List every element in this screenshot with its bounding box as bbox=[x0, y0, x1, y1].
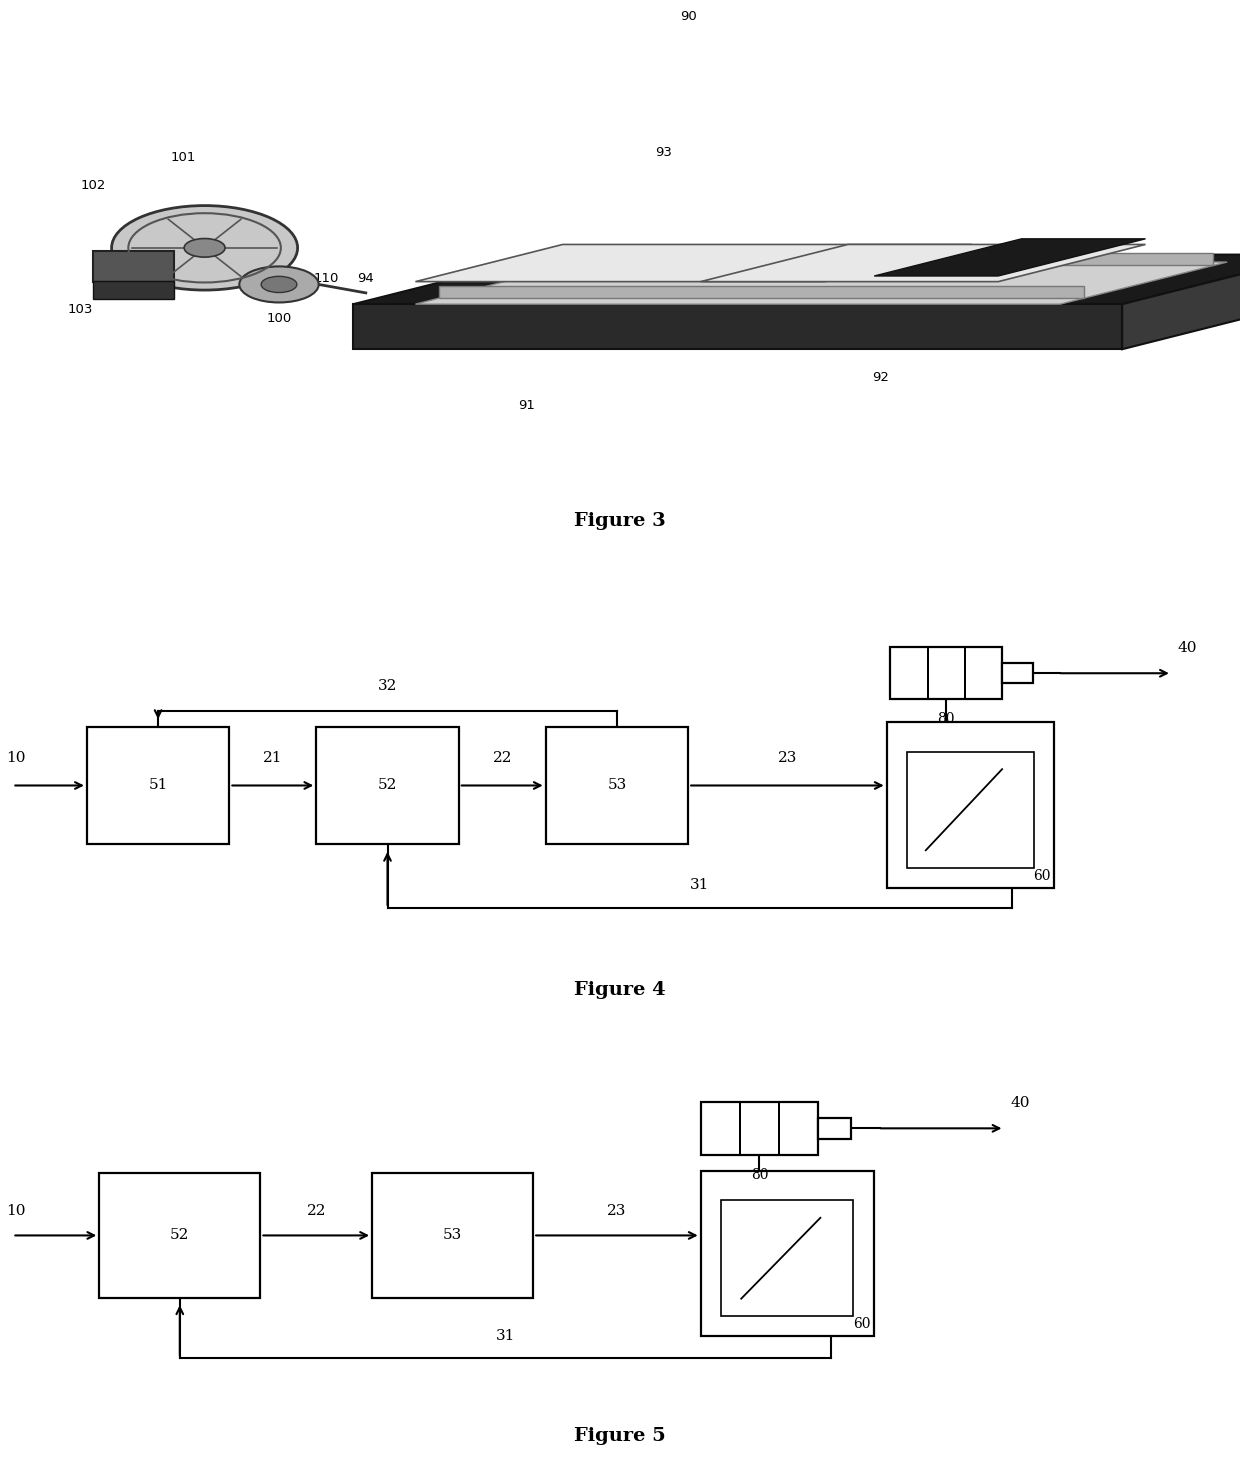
Text: 22: 22 bbox=[306, 1204, 326, 1217]
Bar bbox=[372, 1173, 533, 1298]
Text: 101: 101 bbox=[171, 151, 196, 164]
Text: 31: 31 bbox=[691, 878, 709, 892]
Bar bbox=[316, 727, 459, 844]
Text: 53: 53 bbox=[608, 778, 626, 793]
Text: 102: 102 bbox=[81, 180, 105, 192]
Bar bbox=[701, 1170, 874, 1336]
Text: 52: 52 bbox=[170, 1229, 190, 1242]
Text: 70: 70 bbox=[1006, 840, 1023, 854]
Text: 110: 110 bbox=[314, 272, 339, 285]
Text: 10: 10 bbox=[6, 1204, 26, 1217]
Text: 21: 21 bbox=[263, 751, 283, 765]
Text: 80: 80 bbox=[750, 1167, 769, 1182]
Bar bbox=[887, 721, 1054, 888]
Bar bbox=[1002, 663, 1033, 683]
Polygon shape bbox=[874, 238, 1146, 277]
Text: 100: 100 bbox=[267, 312, 291, 325]
Circle shape bbox=[262, 277, 296, 293]
Polygon shape bbox=[353, 304, 1122, 350]
Circle shape bbox=[239, 266, 319, 303]
Bar bbox=[906, 752, 1034, 868]
Polygon shape bbox=[415, 244, 972, 281]
Polygon shape bbox=[569, 253, 1214, 265]
Text: 90: 90 bbox=[680, 10, 697, 23]
Text: 94: 94 bbox=[357, 272, 374, 285]
Polygon shape bbox=[439, 285, 1084, 298]
Text: 23: 23 bbox=[777, 751, 797, 765]
Text: 103: 103 bbox=[68, 303, 93, 316]
Circle shape bbox=[112, 206, 298, 290]
Text: 22: 22 bbox=[492, 751, 512, 765]
Bar bbox=[701, 1102, 818, 1156]
Text: Figure 3: Figure 3 bbox=[574, 512, 666, 530]
Bar bbox=[93, 281, 174, 298]
Bar bbox=[99, 1173, 260, 1298]
Text: 92: 92 bbox=[872, 372, 889, 383]
Bar bbox=[546, 727, 688, 844]
Text: 60: 60 bbox=[1033, 869, 1050, 884]
Polygon shape bbox=[353, 255, 1240, 304]
Text: 40: 40 bbox=[1178, 641, 1198, 655]
Text: 23: 23 bbox=[608, 1204, 626, 1217]
Text: 52: 52 bbox=[378, 778, 397, 793]
Bar bbox=[93, 250, 174, 281]
Bar bbox=[890, 647, 1002, 699]
Text: 91: 91 bbox=[518, 399, 536, 413]
Text: 91: 91 bbox=[1101, 315, 1118, 328]
Text: 70: 70 bbox=[825, 1287, 842, 1302]
Bar bbox=[87, 727, 229, 844]
Text: 93: 93 bbox=[655, 146, 672, 158]
Text: Figure 5: Figure 5 bbox=[574, 1426, 666, 1445]
Text: 40: 40 bbox=[1011, 1096, 1030, 1110]
Text: 80: 80 bbox=[937, 712, 955, 726]
Text: 51: 51 bbox=[149, 778, 167, 793]
Polygon shape bbox=[1122, 255, 1240, 350]
Bar bbox=[818, 1118, 852, 1138]
Bar bbox=[722, 1201, 853, 1317]
Text: 31: 31 bbox=[496, 1328, 515, 1343]
Text: 32: 32 bbox=[378, 679, 397, 692]
Text: Figure 4: Figure 4 bbox=[574, 980, 666, 999]
Text: 10: 10 bbox=[6, 751, 26, 765]
Circle shape bbox=[185, 238, 226, 257]
Text: 53: 53 bbox=[443, 1229, 463, 1242]
Polygon shape bbox=[701, 244, 1146, 281]
Text: 60: 60 bbox=[853, 1317, 870, 1331]
Polygon shape bbox=[415, 262, 1228, 304]
